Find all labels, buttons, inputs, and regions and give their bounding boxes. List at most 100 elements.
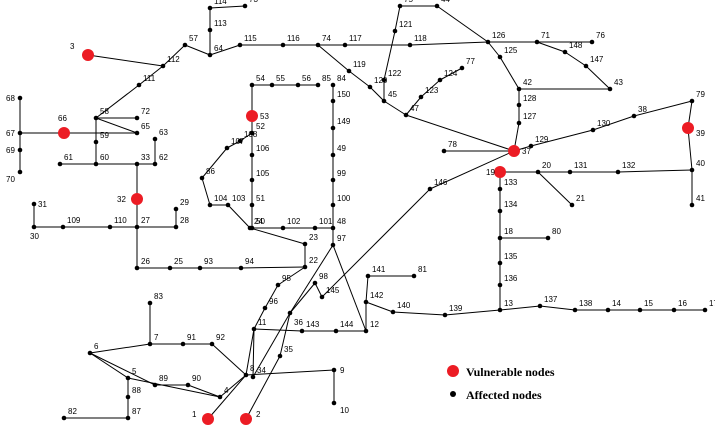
edge-13-137 <box>499 305 541 311</box>
node-label-111: 111 <box>143 74 156 83</box>
node-label-86: 86 <box>206 167 215 176</box>
network-nodes <box>17 3 708 425</box>
edge-142-141 <box>365 275 369 303</box>
edge-47-123 <box>405 96 422 116</box>
node-label-19: 19 <box>486 168 495 177</box>
affected-node-40 <box>689 167 695 173</box>
node-label-83: 83 <box>154 292 163 301</box>
vulnerable-node-39 <box>682 122 694 134</box>
affected-node-134 <box>497 208 503 214</box>
affected-node-93 <box>197 265 203 271</box>
edge-123-124 <box>420 79 441 98</box>
node-label-34: 34 <box>257 366 266 375</box>
affected-node-129 <box>528 143 534 149</box>
affected-node-63 <box>152 136 158 142</box>
affected-node-59 <box>93 139 99 145</box>
node-label-118: 118 <box>414 34 427 43</box>
node-label-135: 135 <box>504 252 518 261</box>
affected-node-55 <box>269 82 275 88</box>
node-label-97: 97 <box>337 234 346 243</box>
affected-node-90 <box>185 382 191 388</box>
edge-24-103 <box>227 204 251 229</box>
affected-node-147 <box>583 63 589 69</box>
edge-137-138 <box>539 305 576 311</box>
node-label-129: 129 <box>535 135 549 144</box>
node-label-98: 98 <box>319 272 328 281</box>
affected-node-141 <box>365 273 371 279</box>
affected-node-99 <box>330 177 336 183</box>
edge-108-52 <box>239 132 253 142</box>
edge-47-37 <box>405 114 515 152</box>
affected-node-18 <box>497 235 503 241</box>
node-label-43: 43 <box>614 78 623 87</box>
node-label-26: 26 <box>141 257 150 266</box>
affected-node-130 <box>590 127 596 133</box>
affected-node-8 <box>243 372 249 378</box>
affected-node-7 <box>147 341 153 347</box>
node-label-100: 100 <box>337 194 351 203</box>
node-label-88: 88 <box>132 386 141 395</box>
node-label-94: 94 <box>245 257 254 266</box>
edge-34-11 <box>252 328 255 378</box>
affected-node-28 <box>173 224 179 230</box>
node-label-89: 89 <box>159 374 168 383</box>
node-label-81: 81 <box>418 265 427 274</box>
node-label-130: 130 <box>597 119 611 128</box>
affected-node-74 <box>315 42 321 48</box>
node-label-56: 56 <box>302 74 311 83</box>
node-label-67: 67 <box>6 129 15 138</box>
edge-125-42 <box>499 56 520 90</box>
affected-node-117 <box>342 42 348 48</box>
edge-36-34 <box>252 312 291 378</box>
affected-node-79 <box>689 98 695 104</box>
node-label-12: 12 <box>370 320 379 329</box>
edge-111-58 <box>95 84 140 119</box>
node-label-70: 70 <box>6 175 15 184</box>
node-label-141: 141 <box>372 265 386 274</box>
affected-node-23 <box>302 241 308 247</box>
node-label-103: 103 <box>232 194 246 203</box>
edge-89-6 <box>89 352 156 386</box>
affected-node-111 <box>136 82 142 88</box>
affected-node-87 <box>125 415 131 421</box>
edge-4-90 <box>187 384 221 398</box>
affected-node-27 <box>134 224 140 230</box>
affected-node-101 <box>312 225 318 231</box>
node-label-138: 138 <box>579 299 593 308</box>
node-label-92: 92 <box>216 333 225 342</box>
node-label-113: 113 <box>214 19 227 28</box>
node-label-51: 51 <box>256 194 265 203</box>
node-label-125: 125 <box>504 46 518 55</box>
node-label-23: 23 <box>309 233 318 242</box>
affected-node-12 <box>363 328 369 334</box>
affected-node-75 <box>397 3 403 9</box>
node-label-20: 20 <box>542 161 551 170</box>
affected-node-30 <box>31 224 37 230</box>
affected-node-56 <box>295 82 301 88</box>
node-label-90: 90 <box>192 374 201 383</box>
affected-node-135 <box>497 260 503 266</box>
affected-node-96 <box>262 305 268 311</box>
vulnerable-node-66 <box>58 127 70 139</box>
vulnerable-node-32 <box>131 193 143 205</box>
node-label-65: 65 <box>141 122 150 131</box>
affected-node-81 <box>411 273 417 279</box>
edge-58-65 <box>95 117 138 134</box>
node-label-48: 48 <box>337 217 346 226</box>
node-label-121: 121 <box>399 20 413 29</box>
edge-86-107 <box>201 147 228 179</box>
affected-node-118 <box>407 42 413 48</box>
legend-affected-marker <box>450 391 456 397</box>
affected-node-20 <box>535 169 541 175</box>
node-label-128: 128 <box>523 94 537 103</box>
node-label-150: 150 <box>337 90 351 99</box>
node-label-85: 85 <box>322 74 331 83</box>
affected-node-121 <box>392 28 398 34</box>
affected-node-127 <box>516 120 522 126</box>
node-label-3: 3 <box>70 42 75 51</box>
node-label-16: 16 <box>678 299 687 308</box>
affected-node-35 <box>277 353 283 359</box>
affected-node-51 <box>249 202 255 208</box>
node-label-49: 49 <box>337 144 346 153</box>
